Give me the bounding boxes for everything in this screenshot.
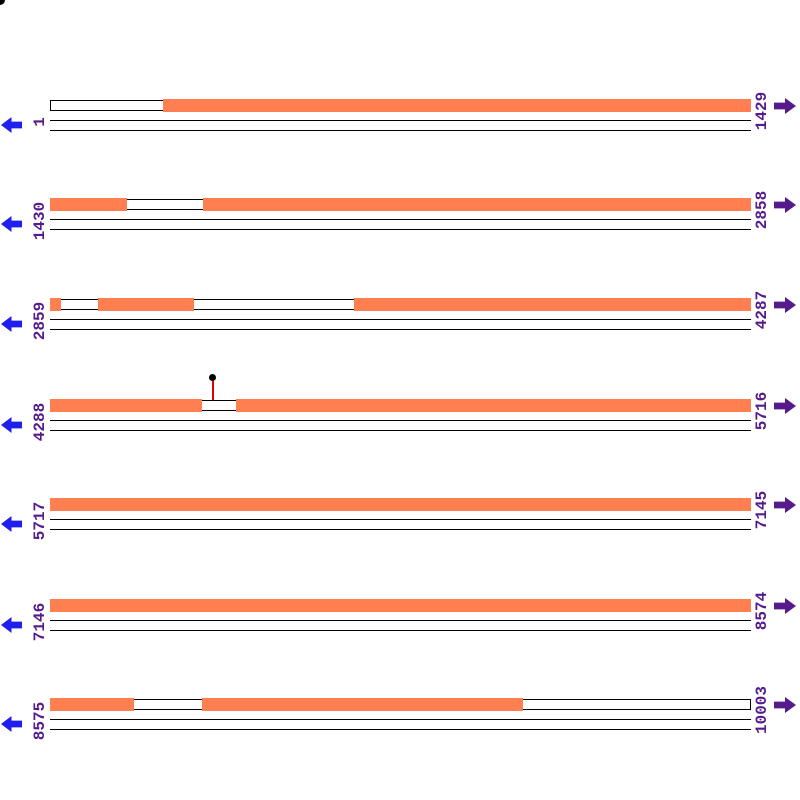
track-backbone-line [50,319,751,320]
right-arrow-icon[interactable] [774,297,796,318]
coordinate-label-right: 8574 [753,591,771,631]
track-backbone-line [50,430,751,431]
feature-segment [354,298,751,311]
feature-segment [50,498,751,511]
track-backbone-line [50,329,751,330]
track-backbone-line [50,219,751,220]
coordinate-label-left: 8575 [31,701,49,741]
track-backbone-line [50,519,751,520]
feature-segment [236,399,751,412]
left-arrow-icon[interactable] [1,417,22,438]
coordinate-label-left: 1 [31,117,49,127]
coordinate-label-left: 7146 [31,602,49,642]
coordinate-label-left: 1430 [31,201,49,241]
track-backbone-line [50,420,751,421]
marker-dot [209,374,216,381]
track-backbone-line [50,229,751,230]
coordinate-label-right: 10003 [753,685,771,735]
right-arrow-icon[interactable] [774,497,796,518]
right-arrow-icon[interactable] [774,598,796,619]
feature-segment [50,298,61,311]
feature-segment [202,698,523,711]
right-arrow-icon[interactable] [774,98,796,119]
feature-segment [50,698,134,711]
track-backbone-line [50,120,751,121]
corner-artifact [0,0,5,5]
left-arrow-icon[interactable] [1,216,22,237]
coordinate-label-right: 4287 [753,290,771,330]
track-backbone-line [50,729,751,730]
feature-segment [163,99,751,112]
coordinate-label-right: 1429 [753,91,771,131]
coordinate-label-right: 2858 [753,190,771,230]
right-arrow-icon[interactable] [774,697,796,718]
marker-stem [212,381,214,400]
coordinate-label-right: 5716 [753,391,771,431]
coordinate-label-left: 2859 [31,301,49,341]
left-arrow-icon[interactable] [1,516,22,537]
feature-segment [50,599,751,612]
left-arrow-icon[interactable] [1,716,22,737]
feature-segment [50,198,127,211]
track-backbone-line [50,630,751,631]
coordinate-label-left: 4288 [31,402,49,442]
feature-segment [98,298,194,311]
track-backbone-line [50,529,751,530]
coordinate-label-right: 7145 [753,490,771,530]
right-arrow-icon[interactable] [774,197,796,218]
left-arrow-icon[interactable] [1,316,22,337]
track-backbone-line [50,719,751,720]
track-backbone-line [50,620,751,621]
feature-segment [203,198,751,211]
coordinate-label-left: 5717 [31,501,49,541]
left-arrow-icon[interactable] [1,617,22,638]
feature-segment [50,399,202,412]
left-arrow-icon[interactable] [1,117,22,138]
track-backbone-line [50,130,751,131]
right-arrow-icon[interactable] [774,398,796,419]
